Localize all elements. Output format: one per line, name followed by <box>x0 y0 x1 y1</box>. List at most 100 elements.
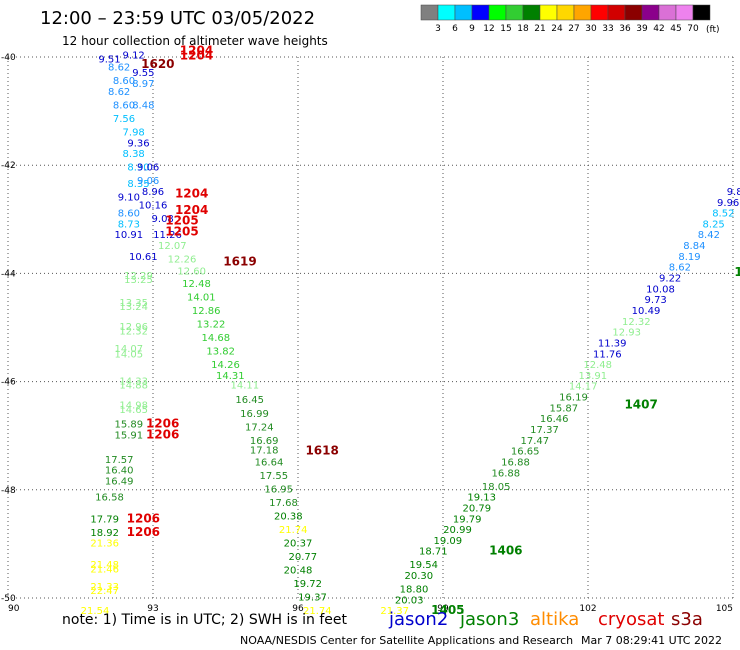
color-swatch <box>692 4 711 21</box>
color-swatch <box>641 4 660 21</box>
data-point-label: 8.25 <box>703 219 725 230</box>
x-tick-label: 93 <box>147 604 158 614</box>
data-point-label: 9.96 <box>717 198 739 209</box>
pass-time-label: 1406 <box>489 544 522 558</box>
data-point-label: 13.82 <box>206 347 235 358</box>
axis-ticks: 90 93 96 99 102 105 -40 -42 -44 -46 -48 -50 <box>1 53 733 614</box>
data-point-label: 19.79 <box>453 514 482 525</box>
data-point-label: 19.37 <box>298 593 327 604</box>
data-point-label: 22.47 <box>90 586 119 597</box>
y-tick-label: -42 <box>1 161 16 171</box>
data-point-label: 17.47 <box>521 436 550 447</box>
data-point-label: 12.07 <box>158 241 187 252</box>
data-point-label: 9.06 <box>137 176 159 187</box>
data-point-label: 8.48 <box>132 100 154 111</box>
mission-jason3: jason3 <box>459 609 519 630</box>
data-point-label: 16.19 <box>559 393 588 404</box>
data-point-label: 8.73 <box>118 219 140 230</box>
color-swatch <box>505 4 524 21</box>
data-point-label: 21.74 <box>303 606 332 617</box>
data-point-label: 12.26 <box>168 255 197 266</box>
color-scale-label: 24 <box>551 24 563 34</box>
color-swatch <box>454 4 473 21</box>
data-point-label: 18.92 <box>90 528 119 539</box>
data-point-label: 12.32 <box>622 317 651 328</box>
data-point-label: 11.76 <box>593 349 622 360</box>
data-point-label: 16.65 <box>511 447 540 458</box>
data-point-label: 14.33 <box>119 376 148 387</box>
data-point-label: 19.54 <box>409 560 438 571</box>
data-point-label: 14.05 <box>115 349 144 360</box>
color-scale-label: 42 <box>653 24 664 34</box>
footer-credit: NOAA/NESDIS Center for Satellite Applica… <box>240 634 573 647</box>
data-point-label: 8.42 <box>698 230 720 241</box>
pass-time-label: 1205 <box>165 225 198 239</box>
data-point-label: 10.61 <box>129 252 158 263</box>
data-point-label: 17.68 <box>269 498 298 509</box>
data-point-label: 21.54 <box>81 606 110 617</box>
data-point-label: 9.06 <box>137 163 159 174</box>
data-point-label: 20.38 <box>274 512 303 523</box>
pass-time-label: 1205 <box>165 214 198 228</box>
color-swatch <box>471 4 490 21</box>
data-point-label: 8.62 <box>669 263 691 274</box>
data-point-label: 10.91 <box>115 230 144 241</box>
data-point-label: 14.26 <box>211 360 240 371</box>
data-point-label: 17.57 <box>105 455 134 466</box>
data-point-label: 12.96 <box>119 322 148 333</box>
pass-time-label: 1619 <box>223 254 256 268</box>
y-tick-label: -48 <box>1 486 16 496</box>
data-point-label: 9.10 <box>118 192 140 203</box>
data-point-label: 8.84 <box>683 241 705 252</box>
color-swatch <box>556 4 575 21</box>
pass-time-label: 1620 <box>141 57 174 71</box>
data-point-label: 21.36 <box>90 539 119 550</box>
pass-time-labels: 1204120416201204120412051205161912061206… <box>127 43 740 617</box>
data-point-label: 12.93 <box>612 328 641 339</box>
data-point-label: 12.86 <box>192 306 221 317</box>
data-point-label: 15.91 <box>115 430 144 441</box>
data-point-label: 9.12 <box>123 51 145 62</box>
color-scale-unit: (ft) <box>706 25 720 35</box>
data-point-label: 15.87 <box>550 403 579 414</box>
color-scale-label: 15 <box>500 24 511 34</box>
color-swatch <box>658 4 677 21</box>
data-point-label: 9.08 <box>152 214 174 225</box>
data-point-label: 12.29 <box>124 271 153 282</box>
data-point-label: 8.35 <box>127 179 149 190</box>
mission-cryosat: cryosat <box>598 609 664 630</box>
color-swatch <box>437 4 456 21</box>
data-point-label: 16.95 <box>264 485 293 496</box>
data-point-label: 9.55 <box>132 68 154 79</box>
pass-time-label: 1407 <box>624 398 657 412</box>
color-scale-label: 9 <box>469 24 475 34</box>
footer-timestamp: Mar 7 08:29:41 UTC 2022 <box>581 634 722 647</box>
data-point-label: 20.99 <box>443 525 472 536</box>
color-scale-label: 12 <box>483 24 494 34</box>
mission-altika: altika <box>530 609 579 630</box>
data-point-label: 14.65 <box>119 405 148 416</box>
data-point-label: 20.77 <box>289 552 318 563</box>
data-point-label: 10.49 <box>632 306 661 317</box>
data-point-label: 16.49 <box>105 476 134 487</box>
y-tick-label: -50 <box>1 594 16 604</box>
data-point-label: 8.19 <box>678 252 700 263</box>
data-point-label: 17.55 <box>260 471 289 482</box>
pass-time-label: 1206 <box>127 525 160 539</box>
data-point-label: 18.05 <box>482 482 511 493</box>
data-point-label: 12.32 <box>119 327 148 338</box>
pass-time-label: 14 <box>734 265 740 279</box>
pass-time-label: 1206 <box>146 427 179 441</box>
data-point-label: 21.46 <box>90 565 119 576</box>
color-scale-label: 3 <box>435 24 441 34</box>
data-point-label: 8.60 <box>113 100 135 111</box>
data-point-label: 17.18 <box>250 446 279 457</box>
color-swatch <box>590 4 609 21</box>
data-point-label: 21.37 <box>380 606 409 617</box>
data-point-label: 14.07 <box>115 344 144 355</box>
data-point-label: 11.26 <box>153 230 182 241</box>
color-scale-label: 30 <box>585 24 597 34</box>
data-points: 9.51 9.128.628.608.629.558.978.608.487.56… <box>81 51 740 618</box>
data-point-label: 7.56 <box>113 114 135 125</box>
